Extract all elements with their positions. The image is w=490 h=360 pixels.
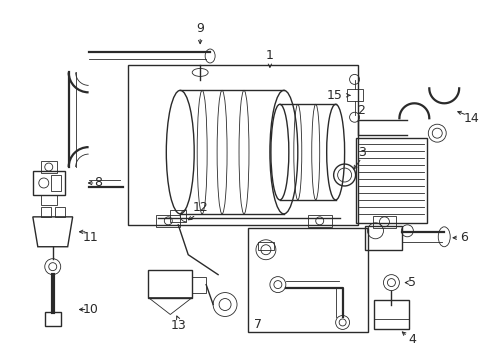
Bar	[148, 270, 192, 298]
Text: 3: 3	[358, 145, 366, 159]
Text: 2: 2	[358, 104, 366, 117]
Text: 10: 10	[83, 303, 98, 316]
Text: 14: 14	[463, 112, 479, 125]
Text: 11: 11	[83, 231, 98, 244]
Bar	[308, 215, 332, 227]
Bar	[346, 89, 363, 101]
Bar	[41, 195, 57, 205]
Bar	[258, 242, 274, 250]
Text: 8: 8	[95, 176, 102, 189]
Text: 6: 6	[460, 231, 468, 244]
Text: 5: 5	[408, 276, 416, 289]
Bar	[248, 228, 368, 332]
Bar	[365, 226, 402, 250]
Bar	[45, 312, 61, 327]
Bar	[372, 216, 396, 228]
Text: 9: 9	[196, 22, 204, 35]
Bar	[192, 276, 206, 293]
Bar	[41, 161, 57, 173]
Bar	[33, 171, 65, 195]
Text: 12: 12	[192, 201, 208, 215]
Text: 15: 15	[327, 89, 343, 102]
Text: 13: 13	[171, 319, 186, 332]
Bar	[41, 207, 51, 217]
Bar	[373, 300, 409, 329]
Bar	[171, 210, 186, 222]
Bar	[55, 207, 65, 217]
Text: 1: 1	[266, 49, 274, 62]
Bar	[128, 66, 358, 225]
Text: 7: 7	[254, 318, 262, 331]
Bar	[156, 215, 180, 227]
Bar	[356, 138, 427, 223]
Bar	[51, 175, 61, 191]
Text: 4: 4	[408, 333, 416, 346]
